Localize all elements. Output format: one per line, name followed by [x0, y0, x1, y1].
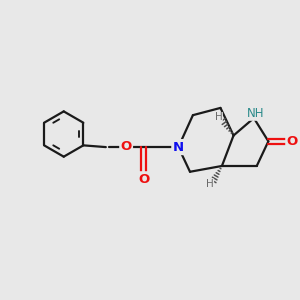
Text: H: H [206, 179, 214, 189]
Text: O: O [121, 140, 132, 153]
Text: O: O [138, 172, 149, 185]
Text: N: N [173, 141, 184, 154]
Text: O: O [286, 135, 298, 148]
Text: H: H [214, 112, 222, 122]
Text: NH: NH [247, 107, 264, 120]
